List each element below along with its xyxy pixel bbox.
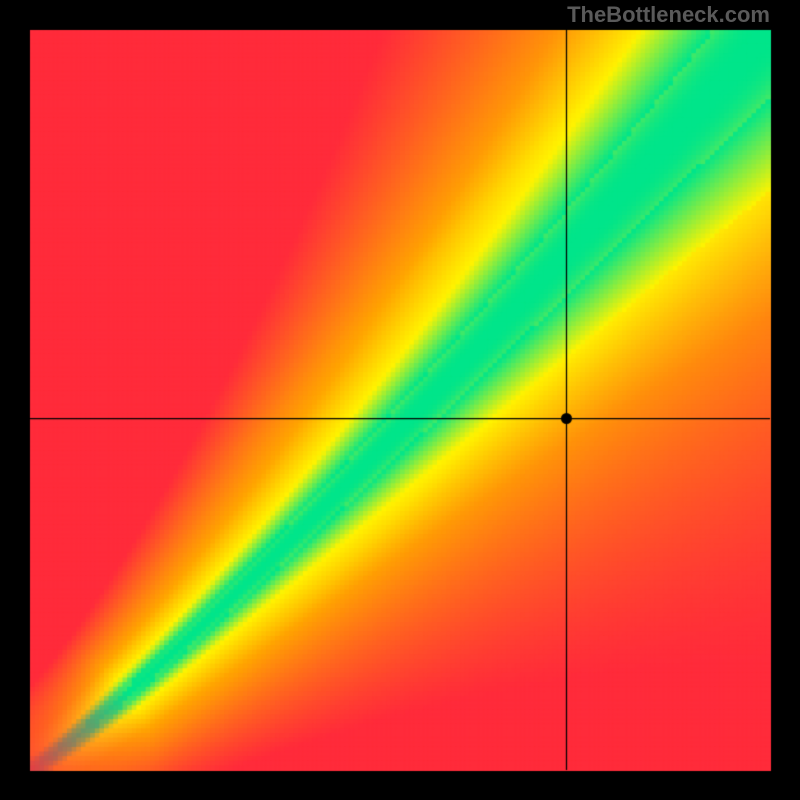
watermark: TheBottleneck.com <box>567 2 770 28</box>
bottleneck-heatmap <box>0 0 800 800</box>
